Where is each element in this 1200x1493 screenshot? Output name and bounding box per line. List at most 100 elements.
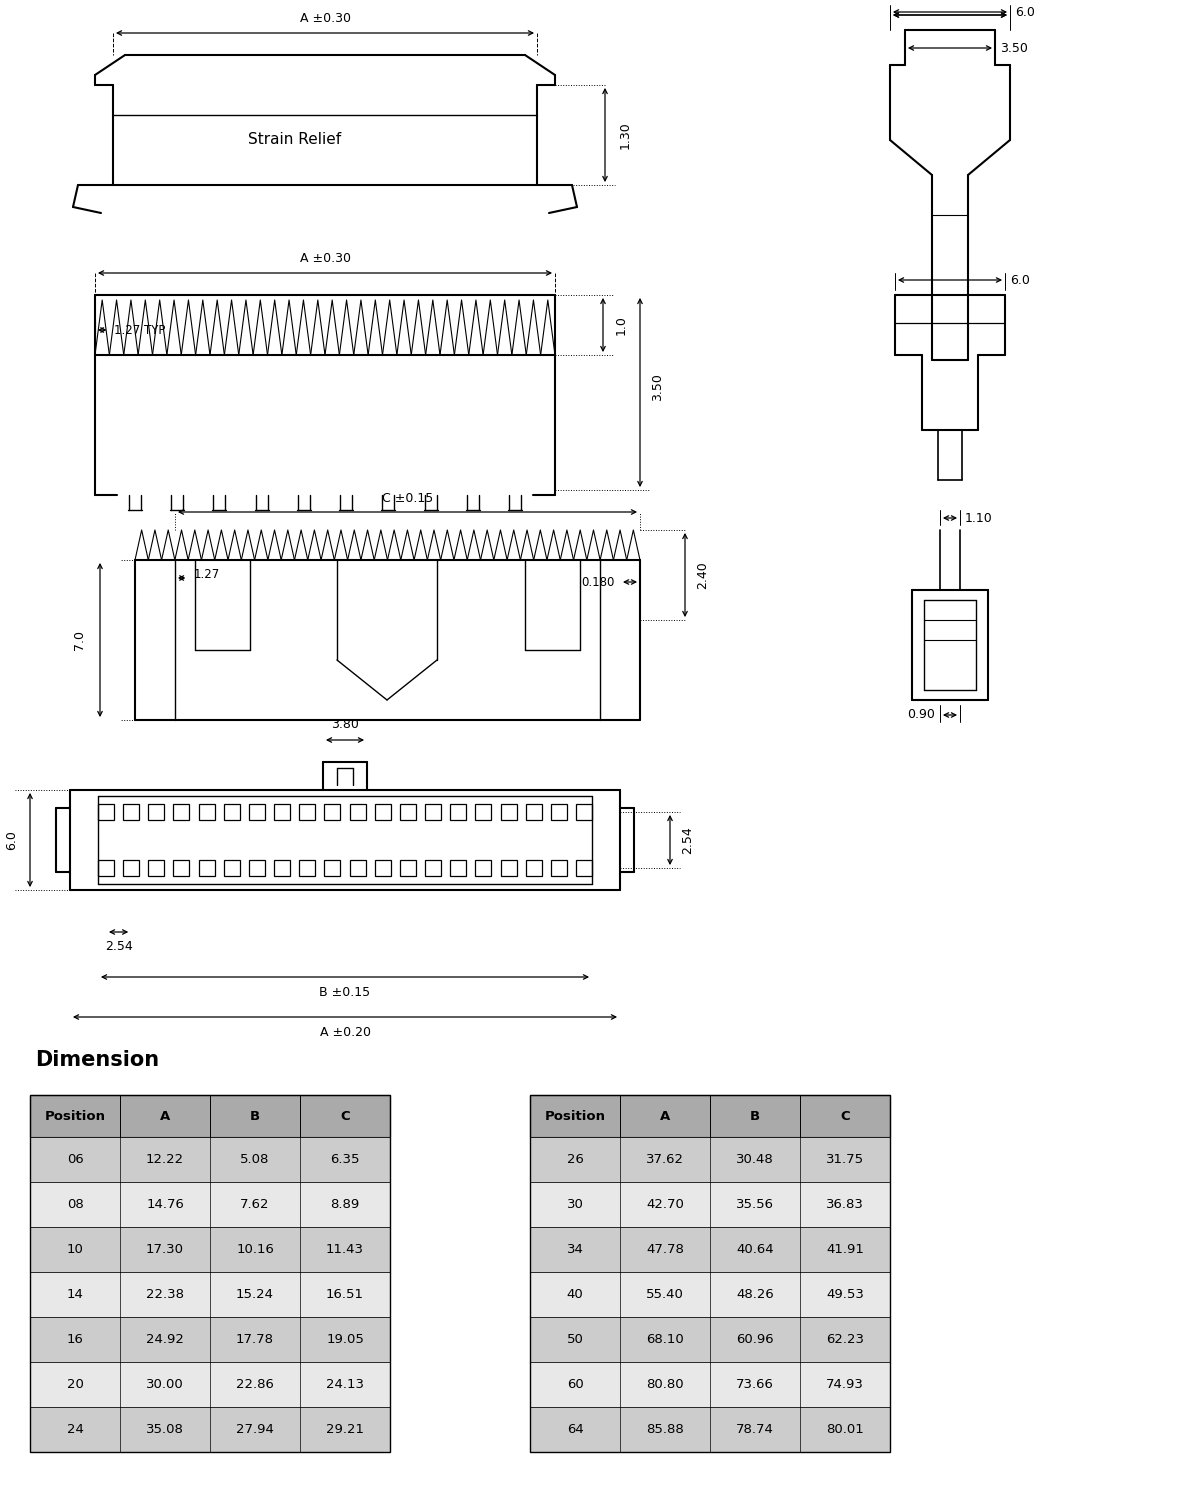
Text: A ±0.30: A ±0.30 xyxy=(300,12,350,25)
Bar xyxy=(374,860,391,876)
Text: 0.90: 0.90 xyxy=(907,709,935,721)
Text: 1.30: 1.30 xyxy=(618,121,631,149)
Text: 47.78: 47.78 xyxy=(646,1244,684,1256)
Text: 10: 10 xyxy=(66,1244,84,1256)
Text: C: C xyxy=(340,1109,350,1123)
Text: 06: 06 xyxy=(67,1153,83,1166)
Text: 80.80: 80.80 xyxy=(646,1378,684,1391)
Text: B: B xyxy=(250,1109,260,1123)
Bar xyxy=(299,805,316,820)
Bar xyxy=(551,860,566,876)
Text: 1.0: 1.0 xyxy=(614,315,628,334)
Bar xyxy=(530,1227,890,1272)
Text: 49.53: 49.53 xyxy=(826,1288,864,1300)
Text: 74.93: 74.93 xyxy=(826,1378,864,1391)
Text: 48.26: 48.26 xyxy=(736,1288,774,1300)
Bar xyxy=(98,860,114,876)
Bar xyxy=(500,860,516,876)
Text: 17.78: 17.78 xyxy=(236,1333,274,1347)
Bar xyxy=(530,1138,890,1182)
Text: 14.76: 14.76 xyxy=(146,1197,184,1211)
Text: 15.24: 15.24 xyxy=(236,1288,274,1300)
Text: 35.08: 35.08 xyxy=(146,1423,184,1436)
Text: 17.30: 17.30 xyxy=(146,1244,184,1256)
Text: A: A xyxy=(160,1109,170,1123)
Bar xyxy=(475,805,491,820)
Text: Strain Relief: Strain Relief xyxy=(248,133,342,148)
Text: 22.86: 22.86 xyxy=(236,1378,274,1391)
Bar xyxy=(530,1094,890,1138)
Bar xyxy=(526,860,541,876)
Text: 6.0: 6.0 xyxy=(1015,6,1034,18)
Bar xyxy=(248,805,265,820)
Bar xyxy=(30,1317,390,1362)
Text: 12.22: 12.22 xyxy=(146,1153,184,1166)
Bar xyxy=(530,1272,890,1317)
Text: 3.50: 3.50 xyxy=(652,373,665,402)
Text: 40.64: 40.64 xyxy=(736,1244,774,1256)
Text: 42.70: 42.70 xyxy=(646,1197,684,1211)
Bar xyxy=(530,1094,890,1453)
Text: 35.56: 35.56 xyxy=(736,1197,774,1211)
Bar xyxy=(400,860,416,876)
Text: 2.40: 2.40 xyxy=(696,561,709,588)
Text: 19.05: 19.05 xyxy=(326,1333,364,1347)
Text: Dimension: Dimension xyxy=(35,1050,160,1070)
Bar xyxy=(475,860,491,876)
Text: A ±0.30: A ±0.30 xyxy=(300,252,350,266)
Bar xyxy=(274,860,290,876)
Text: 2.54: 2.54 xyxy=(104,939,132,953)
Text: 22.38: 22.38 xyxy=(146,1288,184,1300)
Text: 20: 20 xyxy=(66,1378,84,1391)
Text: 73.66: 73.66 xyxy=(736,1378,774,1391)
Bar xyxy=(30,1138,390,1182)
Bar xyxy=(248,860,265,876)
Bar xyxy=(349,805,366,820)
Text: 16: 16 xyxy=(66,1333,84,1347)
Bar xyxy=(450,860,467,876)
Text: 24: 24 xyxy=(66,1423,84,1436)
Text: 41.91: 41.91 xyxy=(826,1244,864,1256)
Text: 7.62: 7.62 xyxy=(240,1197,270,1211)
Text: 08: 08 xyxy=(67,1197,83,1211)
Text: 16.51: 16.51 xyxy=(326,1288,364,1300)
Text: 50: 50 xyxy=(566,1333,583,1347)
Text: 7.0: 7.0 xyxy=(73,630,86,649)
Text: 3.50: 3.50 xyxy=(1000,42,1028,55)
Text: 37.62: 37.62 xyxy=(646,1153,684,1166)
Bar xyxy=(223,805,240,820)
Text: 10.16: 10.16 xyxy=(236,1244,274,1256)
Bar xyxy=(576,860,592,876)
Bar xyxy=(30,1094,390,1453)
Bar xyxy=(400,805,416,820)
Text: C ±0.15: C ±0.15 xyxy=(382,491,433,505)
Bar xyxy=(425,805,442,820)
Text: 0.180: 0.180 xyxy=(582,575,616,588)
Bar xyxy=(530,1182,890,1227)
Text: 34: 34 xyxy=(566,1244,583,1256)
Text: 26: 26 xyxy=(566,1153,583,1166)
Bar xyxy=(124,805,139,820)
Bar xyxy=(174,860,190,876)
Bar xyxy=(199,805,215,820)
Bar xyxy=(530,1406,890,1453)
Text: 31.75: 31.75 xyxy=(826,1153,864,1166)
Text: 36.83: 36.83 xyxy=(826,1197,864,1211)
Text: 8.89: 8.89 xyxy=(330,1197,360,1211)
Bar xyxy=(526,805,541,820)
Text: 2.54: 2.54 xyxy=(682,826,695,854)
Text: 3.80: 3.80 xyxy=(331,718,359,732)
Text: 60.96: 60.96 xyxy=(736,1333,774,1347)
Text: 30.48: 30.48 xyxy=(736,1153,774,1166)
Bar xyxy=(576,805,592,820)
Text: 64: 64 xyxy=(566,1423,583,1436)
Bar xyxy=(149,805,164,820)
Text: C: C xyxy=(840,1109,850,1123)
Bar xyxy=(299,860,316,876)
Bar xyxy=(124,860,139,876)
Text: 68.10: 68.10 xyxy=(646,1333,684,1347)
Bar xyxy=(174,805,190,820)
Text: 6.0: 6.0 xyxy=(6,830,18,850)
Bar xyxy=(223,860,240,876)
Text: 6.0: 6.0 xyxy=(1010,273,1030,287)
